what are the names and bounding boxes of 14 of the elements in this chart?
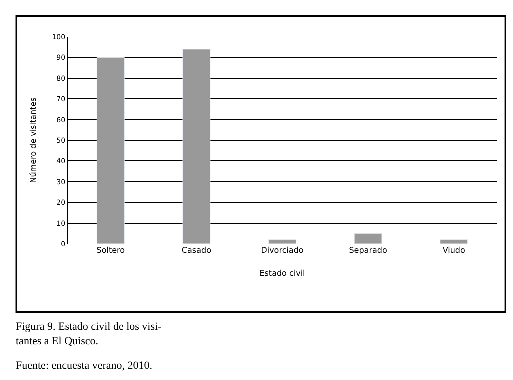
y-axis-title: Número de visitantes <box>28 98 38 184</box>
x-tick-label: Soltero <box>96 246 126 255</box>
bar <box>182 49 211 244</box>
text: Figura 9. Estado civil de los visi- tantes a El Quisco. <box>16 321 162 348</box>
x-tick-label: Casado <box>182 246 212 255</box>
x-tick-label: Separado <box>349 246 388 255</box>
bar <box>354 233 382 244</box>
bar <box>96 57 125 244</box>
x-tick-label: Divorciado <box>261 246 304 255</box>
bar <box>440 240 468 244</box>
source-note: Fuente: encuesta verano, 2010. <box>16 360 153 372</box>
x-axis-title: Estado civil <box>260 269 306 278</box>
bar <box>268 240 296 244</box>
x-tick-label: Viudo <box>442 246 466 255</box>
